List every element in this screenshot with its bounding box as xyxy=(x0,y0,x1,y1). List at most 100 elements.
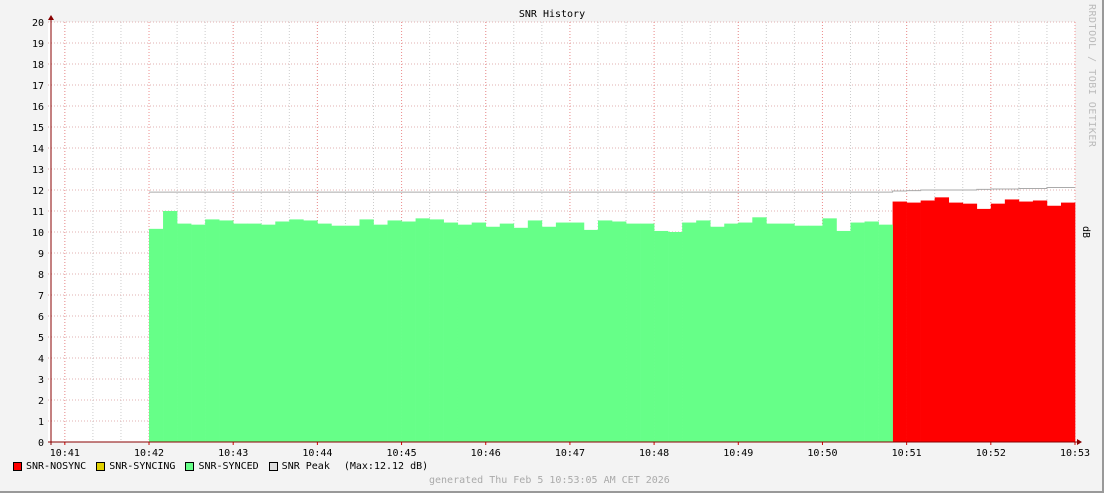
x-tick-label: 10:43 xyxy=(218,448,248,459)
bar-snr-nosync xyxy=(990,203,1006,442)
y-tick-label: 17 xyxy=(32,81,44,92)
bar-snr-synced xyxy=(555,222,571,442)
y-tick-label: 10 xyxy=(32,228,44,239)
bar-snr-synced xyxy=(401,221,416,442)
bar-snr-synced xyxy=(191,224,206,442)
y-tick-label: 19 xyxy=(32,39,44,50)
bar-snr-synced xyxy=(710,226,725,442)
legend-label: SNR-SYNCING xyxy=(109,461,176,472)
generated-footer: generated Thu Feb 5 10:53:05 AM CET 2026 xyxy=(429,475,670,486)
bar-snr-synced xyxy=(569,222,585,442)
bar-snr-synced xyxy=(513,227,529,442)
bar-snr-synced xyxy=(766,223,781,442)
y-axis-label: dB xyxy=(1080,226,1091,239)
x-tick-label: 10:47 xyxy=(555,448,585,459)
x-tick-label: 10:44 xyxy=(302,448,332,459)
bar-snr-synced xyxy=(443,222,458,442)
y-tick-label: 13 xyxy=(32,165,44,176)
bar-snr-synced xyxy=(415,218,430,442)
swatch-icon xyxy=(96,462,106,471)
y-tick-label: 11 xyxy=(32,207,44,218)
y-tick-label: 3 xyxy=(38,375,44,386)
watermark: RRDTOOL / TOBI OETIKER xyxy=(1086,4,1097,148)
x-axis-arrow-icon xyxy=(1077,439,1082,445)
y-tick-label: 8 xyxy=(38,270,44,281)
bar-snr-nosync xyxy=(948,202,964,442)
x-tick-label: 10:41 xyxy=(50,448,80,459)
bar-snr-synced xyxy=(485,226,501,442)
legend-label: SNR-NOSYNC xyxy=(26,461,87,472)
bar-snr-synced xyxy=(864,221,879,442)
bar-snr-nosync xyxy=(1004,199,1020,442)
bar-snr-synced xyxy=(850,222,865,442)
bar-snr-synced xyxy=(163,211,178,442)
bar-snr-synced xyxy=(836,230,851,442)
y-tick-label: 9 xyxy=(38,249,44,260)
x-tick-label: 10:46 xyxy=(471,448,501,459)
bar-snr-synced xyxy=(612,221,627,442)
bar-snr-nosync xyxy=(920,200,935,442)
y-tick-label: 4 xyxy=(38,354,44,365)
bar-snr-synced xyxy=(303,220,318,442)
x-tick-label: 10:53 xyxy=(1060,448,1090,459)
bar-snr-synced xyxy=(808,225,823,442)
x-tick-label: 10:48 xyxy=(639,448,669,459)
bar-snr-synced xyxy=(373,224,388,442)
bar-snr-synced xyxy=(331,225,346,442)
bar-snr-nosync xyxy=(1032,200,1048,442)
bar-snr-synced xyxy=(583,229,599,442)
bar-snr-synced xyxy=(738,222,753,442)
bar-snr-synced xyxy=(317,223,332,442)
bar-snr-synced xyxy=(724,223,739,442)
legend-item-nosync: SNR-NOSYNC xyxy=(13,461,86,472)
y-tick-label: 14 xyxy=(32,144,44,155)
bar-snr-synced xyxy=(541,226,557,442)
y-tick-label: 2 xyxy=(38,396,44,407)
bar-snr-nosync xyxy=(1046,205,1062,442)
peak-note: (Max:12.12 dB) xyxy=(343,461,429,472)
bar-snr-synced xyxy=(205,219,220,442)
series-line-snr-peak xyxy=(149,186,1075,193)
bar-snr-nosync xyxy=(906,202,921,442)
bar-snr-synced xyxy=(261,224,276,442)
bar-snr-synced xyxy=(457,224,473,442)
bar-snr-synced xyxy=(429,219,444,442)
bar-snr-synced xyxy=(752,217,767,442)
y-tick-label: 18 xyxy=(32,60,44,71)
legend-label: SNR Peak xyxy=(281,461,330,472)
y-tick-label: 16 xyxy=(32,102,44,113)
bar-snr-synced xyxy=(794,225,809,442)
legend-item-peak: SNR Peak (Max:12.12 dB) xyxy=(268,461,429,472)
y-tick-label: 5 xyxy=(38,333,44,344)
y-tick-label: 20 xyxy=(32,18,44,29)
bar-snr-nosync xyxy=(976,208,992,442)
bar-snr-synced xyxy=(275,221,290,442)
bar-snr-nosync xyxy=(1060,202,1076,442)
x-tick-label: 10:50 xyxy=(807,448,837,459)
y-tick-label: 15 xyxy=(32,123,44,134)
bar-snr-nosync xyxy=(892,201,907,442)
swatch-icon xyxy=(13,462,22,471)
bar-snr-synced xyxy=(822,218,837,442)
bar-snr-nosync xyxy=(962,203,978,442)
bar-snr-synced xyxy=(247,223,262,442)
x-tick-label: 10:49 xyxy=(723,448,753,459)
y-tick-label: 12 xyxy=(32,186,44,197)
x-tick-label: 10:42 xyxy=(134,448,164,459)
bar-snr-synced xyxy=(387,220,402,442)
bar-snr-synced xyxy=(527,220,543,442)
swatch-icon xyxy=(185,462,195,471)
bar-snr-synced xyxy=(289,219,304,442)
bar-snr-synced xyxy=(696,220,711,442)
bar-snr-synced xyxy=(233,223,248,442)
bar-snr-synced xyxy=(878,224,893,442)
bar-snr-synced xyxy=(471,222,487,442)
chart-title: SNR History xyxy=(518,9,586,20)
bar-snr-synced xyxy=(359,219,374,442)
x-tick-label: 10:52 xyxy=(976,448,1006,459)
y-tick-label: 0 xyxy=(38,438,44,449)
bar-snr-nosync xyxy=(934,197,950,442)
bar-snr-synced xyxy=(499,223,515,442)
y-tick-label: 6 xyxy=(38,312,44,323)
